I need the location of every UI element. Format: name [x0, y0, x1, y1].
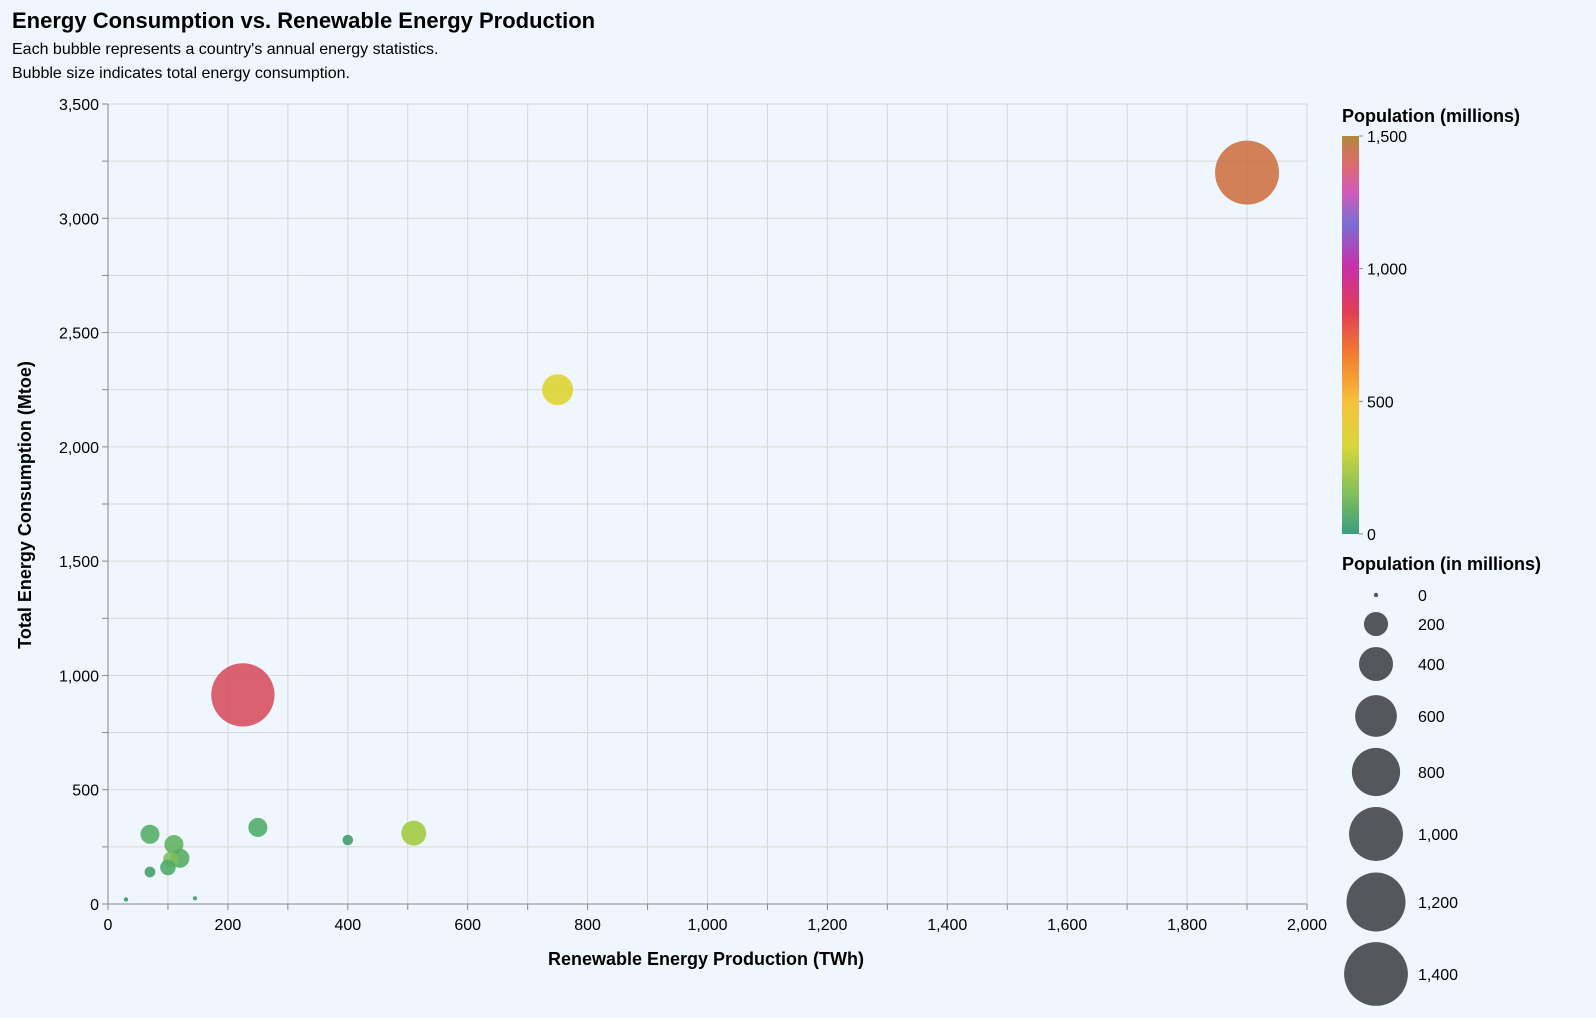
size-legend-label: 1,200 [1418, 895, 1458, 912]
x-tick-label: 200 [215, 917, 242, 934]
y-tick-label: 3,500 [59, 97, 99, 114]
y-tick-label: 500 [72, 783, 99, 800]
x-tick-label: 2,000 [1287, 917, 1327, 934]
data-point [160, 859, 176, 876]
x-tick-label: 1,200 [807, 917, 847, 934]
size-legend-label: 1,400 [1418, 967, 1458, 984]
size-legend-bubble [1349, 807, 1403, 861]
size-legend-bubble [1346, 872, 1406, 932]
x-tick-label: 800 [574, 917, 601, 934]
x-tick-label: 0 [104, 917, 113, 934]
y-tick-label: 3,000 [59, 211, 99, 228]
color-legend-label: 1,000 [1367, 262, 1407, 279]
chart-subtitle-line-1: Each bubble represents a country's annua… [12, 41, 439, 58]
color-legend-label: 1,500 [1367, 129, 1407, 146]
data-point [342, 834, 354, 846]
color-legend-label: 500 [1367, 394, 1394, 411]
y-tick-label: 2,500 [59, 326, 99, 343]
chart-title: Energy Consumption vs. Renewable Energy … [12, 8, 596, 33]
color-legend-label: 0 [1367, 527, 1376, 544]
x-axis-title: Renewable Energy Production (TWh) [548, 949, 864, 969]
y-axis-title: Total Energy Consumption (Mtoe) [15, 361, 35, 649]
color-legend-title: Population (millions) [1342, 106, 1520, 126]
data-point [542, 374, 574, 406]
data-point [1215, 140, 1280, 205]
size-legend-label: 1,000 [1418, 827, 1458, 844]
data-point [144, 866, 156, 878]
data-point [401, 820, 427, 846]
y-tick-label: 1,500 [59, 554, 99, 571]
size-legend-bubble [1344, 942, 1408, 1006]
data-point [123, 897, 129, 902]
size-legend-bubble [1355, 695, 1397, 737]
size-legend-label: 0 [1418, 588, 1427, 605]
grid [107, 103, 1308, 905]
size-legend-label: 400 [1418, 657, 1445, 674]
axes: 0 200 400 600 800 1,000 1,200 1,400 1,600 1,800 2,… [59, 97, 1327, 934]
data-point [192, 896, 198, 901]
y-tick-label: 0 [90, 897, 99, 914]
x-tick-label: 1,800 [1167, 917, 1207, 934]
size-legend-bubble [1351, 747, 1401, 797]
color-legend-bar [1342, 136, 1359, 534]
legends: 0 500 1,000 1,500 0 200 400 600 800 1,000 1,200 1,4… [1342, 129, 1458, 1006]
size-legend-bubble [1358, 646, 1394, 682]
x-tick-label: 1,600 [1047, 917, 1087, 934]
data-point [248, 817, 268, 837]
data-points [123, 140, 1280, 902]
data-point [211, 663, 275, 727]
size-legend-bubble [1363, 611, 1389, 637]
data-point [140, 824, 160, 844]
size-legend-label: 200 [1418, 617, 1445, 634]
chart-subtitle-line-2: Bubble size indicates total energy consu… [12, 65, 350, 82]
size-legend-label: 600 [1418, 709, 1445, 726]
size-legend-title: Population (in millions) [1342, 554, 1541, 574]
size-legend-label: 800 [1418, 765, 1445, 782]
x-tick-label: 1,000 [687, 917, 727, 934]
x-tick-label: 400 [334, 917, 361, 934]
size-legend-bubble [1373, 592, 1379, 598]
x-tick-label: 600 [454, 917, 481, 934]
y-tick-label: 2,000 [59, 440, 99, 457]
y-tick-label: 1,000 [59, 668, 99, 685]
x-tick-label: 1,400 [927, 917, 967, 934]
